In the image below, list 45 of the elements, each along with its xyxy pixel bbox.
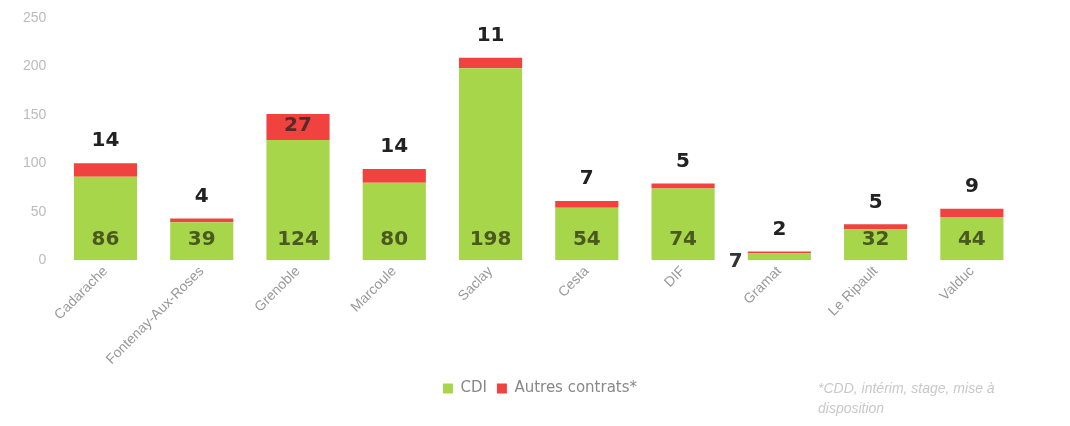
data-label: 27	[284, 112, 312, 137]
legend-label: CDI	[460, 378, 487, 397]
data-label: 9	[964, 173, 979, 197]
bar	[844, 224, 908, 230]
data-label: 198	[469, 226, 512, 251]
data-label: 4	[194, 182, 209, 207]
data-label: 14	[380, 133, 409, 158]
data-label: 86	[91, 226, 120, 251]
bar	[651, 188, 715, 261]
data-label: 32	[861, 226, 890, 251]
y-tick-label: 100	[23, 154, 47, 171]
x-tick-label: DIF	[660, 262, 688, 290]
data-label: 14	[91, 127, 120, 152]
bar	[73, 176, 138, 261]
bar	[170, 218, 234, 223]
data-label: 80	[380, 226, 409, 251]
data-label: 7	[728, 248, 743, 273]
y-tick-label: 0	[38, 250, 47, 267]
y-tick-label: 200	[23, 57, 47, 74]
bar	[458, 57, 523, 69]
data-label: 39	[187, 226, 216, 251]
bar	[940, 217, 1004, 261]
data-label: 7	[579, 165, 594, 190]
y-tick-label: 150	[23, 105, 47, 122]
data-label: 5	[676, 147, 691, 172]
data-label: 44	[957, 226, 986, 251]
data-label: 54	[572, 226, 601, 251]
data-label: 74	[669, 226, 697, 251]
bar	[555, 201, 619, 208]
bar	[362, 169, 426, 183]
bar	[266, 140, 330, 261]
bar	[747, 253, 811, 261]
data-label: 11	[476, 21, 505, 46]
bar	[362, 182, 426, 261]
bar	[73, 163, 138, 177]
bar	[170, 222, 234, 261]
y-tick-label: 250	[23, 8, 47, 25]
data-label: 2	[772, 215, 787, 240]
legend-label: Autres contrats*	[514, 378, 638, 397]
data-label: 124	[277, 226, 319, 251]
bar	[555, 207, 619, 261]
bar	[458, 68, 523, 261]
data-label: 5	[868, 188, 883, 213]
y-tick-label: 50	[30, 202, 47, 219]
bar	[940, 208, 1004, 218]
